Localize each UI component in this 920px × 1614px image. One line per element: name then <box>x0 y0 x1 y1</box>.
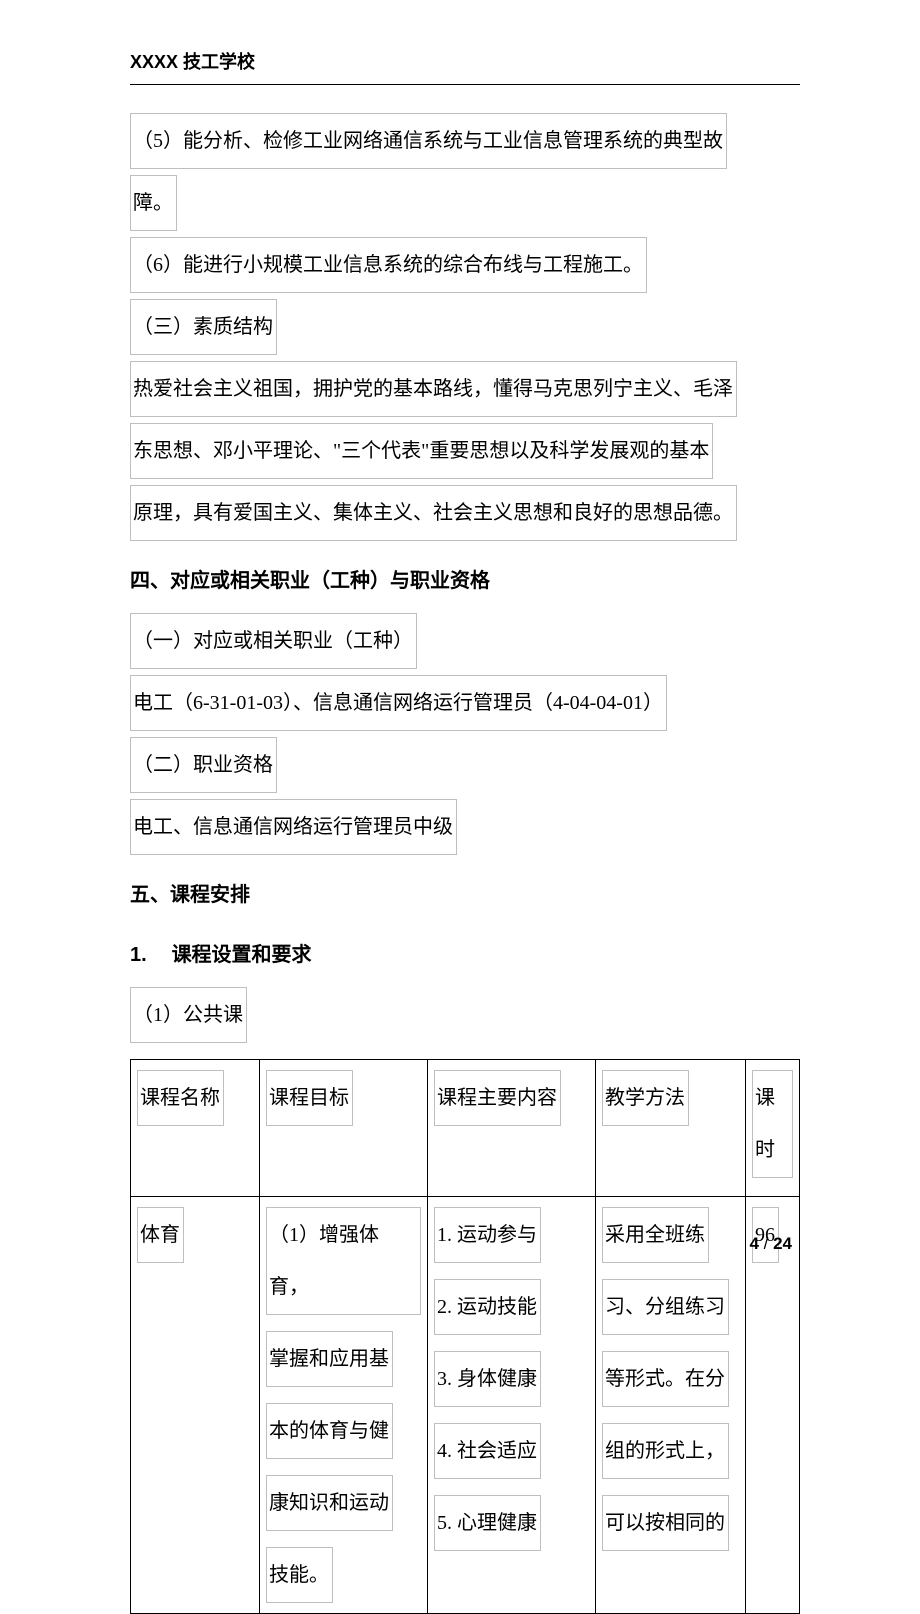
para-4-2: （二）职业资格 <box>130 737 800 799</box>
text-box: 康知识和运动 <box>266 1475 393 1531</box>
text-box: （5）能分析、检修工业网络通信系统与工业信息管理系统的典型故 <box>130 113 727 169</box>
text-box: （1）公共课 <box>130 987 247 1043</box>
para-8-l1: 热爱社会主义祖国，拥护党的基本路线，懂得马克思列宁主义、毛泽 <box>130 361 800 423</box>
text-box: 4. 社会适应 <box>434 1423 541 1479</box>
para-4-1b: 电工（6-31-01-03）、信息通信网络运行管理员（4-04-04-01） <box>130 675 800 737</box>
para-8-l3: 原理，具有爱国主义、集体主义、社会主义思想和良好的思想品德。 <box>130 485 800 547</box>
text-box: 5. 心理健康 <box>434 1495 541 1551</box>
th-hours: 课时 <box>746 1060 800 1197</box>
para-5-l1: （5）能分析、检修工业网络通信系统与工业信息管理系统的典型故 <box>130 113 800 175</box>
text-box: 2. 运动技能 <box>434 1279 541 1335</box>
school-name: XXXX 技工学校 <box>130 52 255 72</box>
text-box: 教学方法 <box>602 1070 689 1126</box>
text-box: 电工（6-31-01-03）、信息通信网络运行管理员（4-04-04-01） <box>130 675 667 731</box>
text-box: 课程主要内容 <box>434 1070 561 1126</box>
text-box: 习、分组练习 <box>602 1279 729 1335</box>
text-box: （二）职业资格 <box>130 737 277 793</box>
page-header: XXXX 技工学校 <box>130 48 800 85</box>
text-box: 可以按相同的 <box>602 1495 729 1551</box>
page-number-total: 24 <box>773 1234 792 1253</box>
text-box: 原理，具有爱国主义、集体主义、社会主义思想和良好的思想品德。 <box>130 485 737 541</box>
text-box: 组的形式上， <box>602 1423 729 1479</box>
page-footer: 4 / 24 <box>749 1234 792 1254</box>
page-number-sep: / <box>759 1234 773 1253</box>
td-goal: （1）增强体育， 掌握和应用基 本的体育与健 康知识和运动 技能。 <box>260 1197 428 1614</box>
text-box: （6）能进行小规模工业信息系统的综合布线与工程施工。 <box>130 237 647 293</box>
page-number-current: 4 <box>749 1234 758 1253</box>
td-hours: 96 <box>746 1197 800 1614</box>
para-4-1: （一）对应或相关职业（工种） <box>130 613 800 675</box>
heading-number: 1. <box>130 929 166 981</box>
para-5-1-1: （1）公共课 <box>130 987 800 1049</box>
text-box: 本的体育与健 <box>266 1403 393 1459</box>
heading-4: 四、对应或相关职业（工种）与职业资格 <box>130 555 800 607</box>
text-box: （1）增强体育， <box>266 1207 421 1315</box>
th-goal: 课程目标 <box>260 1060 428 1197</box>
heading-5-1: 1. 课程设置和要求 <box>130 929 800 981</box>
text-box: 电工、信息通信网络运行管理员中级 <box>130 799 457 855</box>
text-box: 课程名称 <box>137 1070 224 1126</box>
text-box: 课时 <box>752 1070 793 1178</box>
text-box: 1. 运动参与 <box>434 1207 541 1263</box>
text-box: 体育 <box>137 1207 184 1263</box>
td-content: 1. 运动参与 2. 运动技能 3. 身体健康 4. 社会适应 5. 心理健康 <box>428 1197 596 1614</box>
heading-text: 课程设置和要求 <box>172 944 312 966</box>
para-8-l2: 东思想、邓小平理论、"三个代表"重要思想以及科学发展观的基本 <box>130 423 800 485</box>
document-body: （5）能分析、检修工业网络通信系统与工业信息管理系统的典型故 障。 （6）能进行… <box>130 113 800 1614</box>
para-6: （6）能进行小规模工业信息系统的综合布线与工程施工。 <box>130 237 800 299</box>
text-box: 东思想、邓小平理论、"三个代表"重要思想以及科学发展观的基本 <box>130 423 713 479</box>
td-name: 体育 <box>131 1197 260 1614</box>
para-7: （三）素质结构 <box>130 299 800 361</box>
heading-5: 五、课程安排 <box>130 869 800 921</box>
text-box: 热爱社会主义祖国，拥护党的基本路线，懂得马克思列宁主义、毛泽 <box>130 361 737 417</box>
para-5-l2: 障。 <box>130 175 800 237</box>
th-content: 课程主要内容 <box>428 1060 596 1197</box>
table-header-row: 课程名称 课程目标 课程主要内容 教学方法 课时 <box>131 1060 800 1197</box>
text-box: 等形式。在分 <box>602 1351 729 1407</box>
text-box: （三）素质结构 <box>130 299 277 355</box>
text-box: 采用全班练 <box>602 1207 709 1263</box>
th-name: 课程名称 <box>131 1060 260 1197</box>
table-row: 体育 （1）增强体育， 掌握和应用基 本的体育与健 康知识和运动 技能。 1. … <box>131 1197 800 1614</box>
course-table: 课程名称 课程目标 课程主要内容 教学方法 课时 体育 （1）增强体育， 掌握和… <box>130 1059 800 1614</box>
text-box: 3. 身体健康 <box>434 1351 541 1407</box>
text-box: 障。 <box>130 175 177 231</box>
text-box: 技能。 <box>266 1547 333 1603</box>
para-4-2b: 电工、信息通信网络运行管理员中级 <box>130 799 800 861</box>
text-box: （一）对应或相关职业（工种） <box>130 613 417 669</box>
text-box: 掌握和应用基 <box>266 1331 393 1387</box>
th-method: 教学方法 <box>596 1060 746 1197</box>
text-box: 课程目标 <box>266 1070 353 1126</box>
td-method: 采用全班练 习、分组练习 等形式。在分 组的形式上， 可以按相同的 <box>596 1197 746 1614</box>
